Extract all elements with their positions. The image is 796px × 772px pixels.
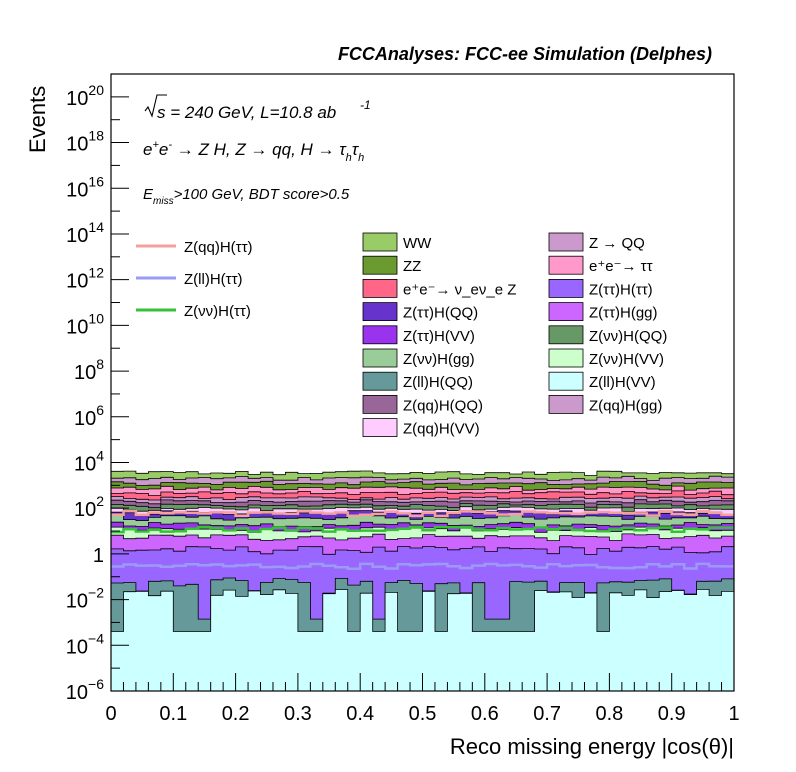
legend-fill-swatch [548, 255, 584, 275]
legend-label: Z(qq)H(ττ) [184, 239, 253, 256]
signal-line-z-ll-h- [111, 562, 734, 570]
legend: Z(qq)H(ττ) Z(ll)H(ττ) Z(νν)H(ττ) WW ZZ e⁺e⁻→ … [136, 232, 667, 438]
svg-text:-1: -1 [360, 98, 371, 112]
stacked-background-histograms [110, 470, 735, 692]
legend-label: Z(νν)H(QQ) [589, 328, 667, 345]
chart-title: FCCAnalyses: FCC-ee Simulation (Delphes) [338, 44, 712, 64]
legend-fill-swatch [548, 371, 584, 391]
x-tick-label: 0.2 [222, 703, 250, 725]
legend-fill-swatch [548, 325, 584, 345]
legend-fill-swatch [362, 394, 398, 414]
legend-label: ZZ [403, 258, 421, 275]
y-tick-label: 1012 [66, 265, 104, 293]
y-tick-label: 108 [74, 356, 104, 384]
legend-label: Z → QQ [589, 235, 645, 252]
y-axis-label: Events [25, 86, 50, 153]
x-axis-label: Reco missing energy |cos(θ)| [450, 734, 734, 759]
legend-label: e⁺e⁻→ ττ [589, 258, 653, 275]
x-tick-label: 0.8 [595, 703, 623, 725]
signal-line-z-h- [111, 525, 734, 534]
y-tick-label: 102 [74, 493, 104, 521]
signal-line-z-qq-h- [111, 509, 734, 518]
axes: 0 0.1 0.2 0.3 0.4 0.5 0.6 0.7 0.8 0.9 1 10−6 10−4 10−… [66, 73, 740, 725]
signal-lines [111, 509, 734, 570]
legend-label: Z(qq)H(VV) [403, 421, 480, 438]
legend-fill-swatch [362, 418, 398, 438]
legend-fill-swatch [362, 255, 398, 275]
y-tick-label: 104 [74, 447, 104, 475]
annotation-selection: Emiss>100 GeV, BDT score>0.5 [143, 186, 350, 207]
y-tick-label: 10−6 [66, 676, 104, 704]
legend-label: e⁺e⁻→ ν_eν_e Z [403, 281, 516, 298]
legend-fill-swatch [548, 394, 584, 414]
stack-z-ll-h-vv- [110, 589, 735, 692]
x-tick-label: 0.9 [658, 703, 686, 725]
svg-text:s = 240 GeV, L=10.8 ab: s = 240 GeV, L=10.8 ab [157, 103, 336, 122]
legend-label: Z(ττ)H(gg) [589, 305, 658, 322]
legend-label: Z(ττ)H(VV) [403, 328, 475, 345]
y-tick-label: 1 [93, 545, 104, 567]
legend-fill-swatch [362, 325, 398, 345]
legend-fill-swatch [548, 302, 584, 322]
legend-fill-swatch [362, 232, 398, 252]
x-tick-label: 0.5 [409, 703, 437, 725]
y-tick-label: 1020 [66, 82, 104, 110]
legend-label: Z(νν)H(VV) [589, 351, 664, 368]
y-tick-label: 1010 [66, 310, 104, 338]
legend-fill-swatch [548, 232, 584, 252]
legend-label: Z(ll)H(QQ) [403, 374, 473, 391]
legend-fill-swatch [548, 278, 584, 298]
x-tick-label: 0.6 [471, 703, 499, 725]
x-tick-label: 1 [728, 703, 739, 725]
legend-fill-swatch [362, 348, 398, 368]
x-tick-label: 0.1 [159, 703, 187, 725]
legend-label: Z(qq)H(gg) [589, 397, 662, 414]
legend-fill-swatch [362, 302, 398, 322]
legend-label: Z(νν)H(ττ) [184, 303, 251, 320]
x-tick-label: 0.7 [533, 703, 561, 725]
legend-label: Z(qq)H(QQ) [403, 397, 483, 414]
y-tick-label: 106 [74, 402, 104, 430]
y-tick-label: 10−2 [66, 585, 104, 613]
y-tick-label: 1016 [66, 173, 104, 201]
legend-label: Z(ττ)H(ττ) [589, 281, 653, 298]
legend-label: Z(νν)H(gg) [403, 351, 475, 368]
legend-fill-swatch [548, 348, 584, 368]
y-tick-label: 1018 [66, 128, 104, 156]
y-tick-label: 10−4 [66, 630, 104, 658]
legend-label: Z(ll)H(ττ) [184, 271, 243, 288]
annotation-energy-lumi: s = 240 GeV, L=10.8 ab -1 [144, 94, 371, 122]
legend-label: Z(ll)H(VV) [589, 374, 656, 391]
legend-label: WW [403, 235, 432, 252]
legend-fill-swatch [362, 371, 398, 391]
legend-label: Z(ττ)H(QQ) [403, 305, 478, 322]
x-tick-label: 0 [105, 703, 116, 725]
x-tick-label: 0.4 [346, 703, 374, 725]
x-tick-label: 0.3 [284, 703, 312, 725]
y-tick-label: 1014 [66, 219, 104, 247]
svg-text:Emiss>100 GeV, BDT score>0.5: Emiss>100 GeV, BDT score>0.5 [143, 186, 350, 207]
legend-fill-swatch [362, 278, 398, 298]
